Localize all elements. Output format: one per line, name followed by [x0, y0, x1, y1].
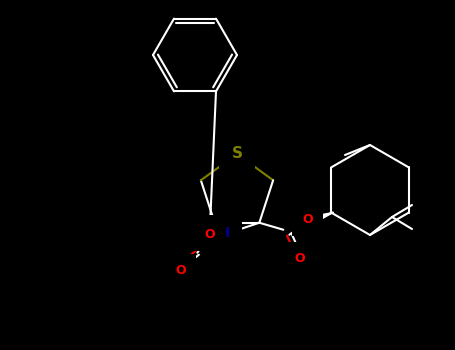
Text: O: O	[294, 252, 305, 265]
Text: S: S	[232, 147, 243, 161]
Text: O: O	[302, 213, 313, 226]
Text: O: O	[175, 264, 186, 277]
Text: O: O	[204, 228, 215, 241]
Text: NH: NH	[208, 226, 231, 240]
Polygon shape	[312, 212, 333, 223]
